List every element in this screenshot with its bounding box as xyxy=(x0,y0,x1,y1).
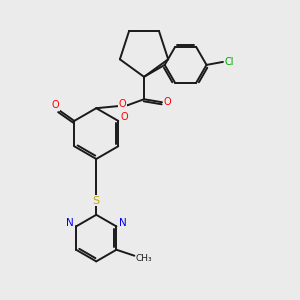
Text: N: N xyxy=(119,218,127,228)
Text: O: O xyxy=(121,112,129,122)
Text: O: O xyxy=(52,100,60,110)
Text: O: O xyxy=(119,99,126,109)
Text: CH₃: CH₃ xyxy=(136,254,152,262)
Text: O: O xyxy=(164,97,171,107)
Text: N: N xyxy=(66,218,74,228)
Text: Cl: Cl xyxy=(225,57,234,67)
Text: S: S xyxy=(93,196,100,206)
